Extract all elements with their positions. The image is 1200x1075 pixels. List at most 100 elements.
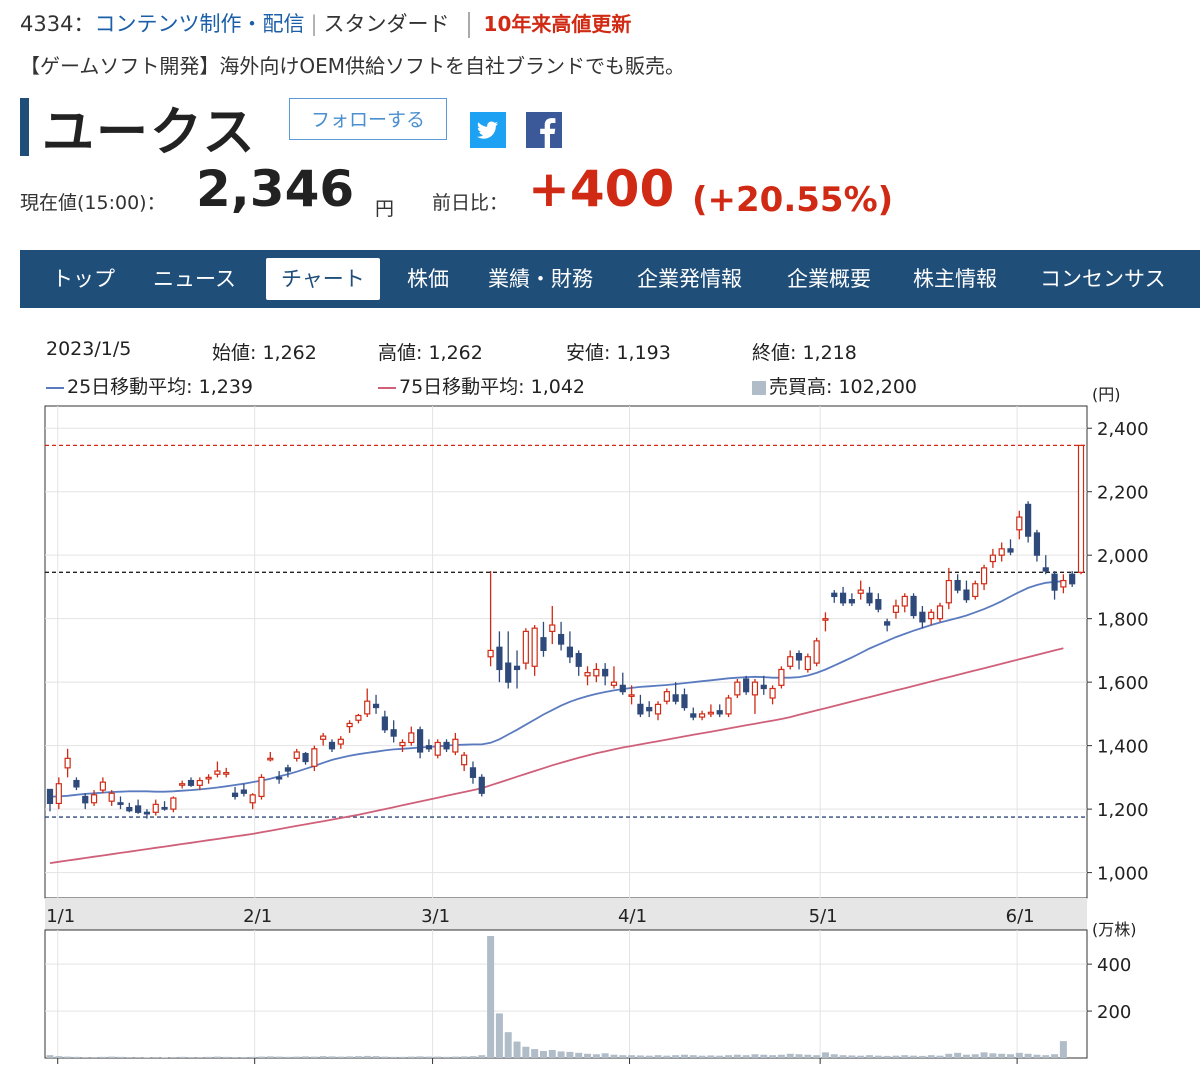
- candle-up: [293, 751, 300, 759]
- industry-link[interactable]: コンテンツ制作・配信: [94, 12, 305, 36]
- candle-up: [205, 776, 212, 780]
- volume-bar: [487, 936, 495, 1058]
- price-unit-label: (円): [1092, 385, 1121, 404]
- info-low: 安値: 1,193: [566, 342, 671, 364]
- candle-up: [928, 611, 935, 620]
- candle-down: [425, 745, 433, 750]
- volume-bar: [883, 1055, 891, 1058]
- volume-bar: [213, 1056, 221, 1058]
- facebook-icon[interactable]: [526, 112, 562, 148]
- candle-up: [549, 624, 556, 632]
- tab-chart[interactable]: チャート: [266, 258, 380, 300]
- candle-down: [575, 652, 582, 667]
- volume-bar: [769, 1055, 777, 1058]
- candle-down: [954, 579, 961, 591]
- y-tick-label: 1,400: [1097, 737, 1149, 758]
- candle-down: [443, 741, 450, 750]
- main-nav: トップ ニュース チャート 株価 業績・財務 企業発情報 企業概要 株主情報 コ…: [20, 250, 1200, 308]
- candle-up: [787, 656, 794, 667]
- volume-bar: [222, 1056, 230, 1058]
- volume-bar: [134, 1057, 142, 1058]
- candle-down: [469, 767, 477, 778]
- candle-down: [143, 811, 151, 815]
- price-change-pct: (+20.55%): [692, 180, 894, 220]
- candle-up: [857, 589, 864, 594]
- candle-down: [390, 729, 397, 737]
- volume-bar: [918, 1055, 926, 1058]
- candle-up: [249, 794, 256, 804]
- tab-news[interactable]: ニュース: [153, 267, 236, 291]
- volume-bar: [64, 1056, 72, 1058]
- current-price-label: 現在値(15:00)：: [20, 192, 166, 214]
- candle-up: [998, 548, 1005, 556]
- volume-bar: [1059, 1041, 1067, 1058]
- candle-down: [381, 716, 388, 731]
- candle-up: [822, 618, 829, 621]
- volume-bar: [152, 1057, 160, 1058]
- candle-up: [1077, 444, 1085, 573]
- candle-up: [1060, 579, 1067, 588]
- tab-overview[interactable]: 企業概要: [787, 267, 871, 291]
- tab-performance[interactable]: 業績・財務: [488, 267, 593, 291]
- candle-up: [214, 770, 221, 775]
- candle-up: [734, 681, 741, 696]
- volume-bar: [90, 1057, 98, 1058]
- candle-up: [813, 640, 820, 664]
- volume-bar: [557, 1051, 565, 1058]
- volume-bar: [205, 1056, 213, 1058]
- candle-up: [751, 681, 759, 696]
- volume-bar: [680, 1054, 688, 1058]
- volume-bar: [161, 1057, 169, 1058]
- volume-bar: [910, 1055, 918, 1058]
- volume-bar: [504, 1032, 512, 1058]
- volume-bar: [857, 1055, 865, 1058]
- volume-bar: [751, 1054, 759, 1058]
- volume-bar: [196, 1057, 204, 1058]
- candle-down: [1025, 503, 1032, 537]
- candle-down: [619, 684, 626, 693]
- separator: |: [310, 12, 318, 36]
- ma75-legend-swatch: [378, 386, 396, 389]
- tab-disclosure[interactable]: 企業発情報: [637, 267, 742, 291]
- candle-down: [681, 694, 688, 709]
- candle-up: [196, 779, 203, 786]
- candle-up: [337, 738, 344, 745]
- candle-down: [135, 805, 142, 813]
- volume-bar: [1033, 1054, 1041, 1058]
- candle-down: [866, 592, 873, 604]
- breadcrumb: 4334：コンテンツ制作・配信 | スタンダード 10年来高値更新: [20, 8, 631, 38]
- volume-bar: [548, 1050, 556, 1058]
- candle-down: [637, 703, 644, 715]
- x-tick-label: 2/1: [243, 906, 272, 927]
- candle-down: [187, 779, 195, 786]
- candle-up: [258, 776, 265, 798]
- y-tick-label: 2,200: [1097, 483, 1149, 504]
- volume-bar: [584, 1053, 592, 1058]
- candle-down: [417, 729, 424, 753]
- volume-bar: [689, 1055, 697, 1058]
- candle-down: [276, 776, 283, 780]
- candle-down: [302, 752, 309, 763]
- candle-down: [117, 802, 124, 805]
- candle-down: [478, 776, 485, 794]
- y-tick-label: 1,800: [1097, 610, 1149, 631]
- tab-stock-price[interactable]: 株価: [407, 267, 449, 291]
- volume-bar: [266, 1056, 274, 1058]
- follow-button[interactable]: フォローする: [289, 98, 447, 140]
- price-plot-area: [44, 405, 1088, 899]
- legend-volume: 売買高: 102,200: [752, 372, 917, 399]
- candle-up: [522, 630, 529, 664]
- tab-top[interactable]: トップ: [52, 267, 115, 291]
- volume-bar: [81, 1057, 89, 1058]
- candle-up: [804, 656, 811, 671]
- twitter-icon[interactable]: [470, 112, 506, 148]
- volume-bar: [654, 1055, 662, 1058]
- tab-consensus[interactable]: コンセンサス: [1040, 267, 1166, 291]
- volume-bar: [980, 1052, 988, 1058]
- candle-down: [875, 599, 882, 610]
- volume-bar: [707, 1055, 715, 1058]
- tab-shareholder[interactable]: 株主情報: [913, 267, 997, 291]
- volume-bar: [434, 1056, 442, 1058]
- volume-bar: [610, 1054, 618, 1058]
